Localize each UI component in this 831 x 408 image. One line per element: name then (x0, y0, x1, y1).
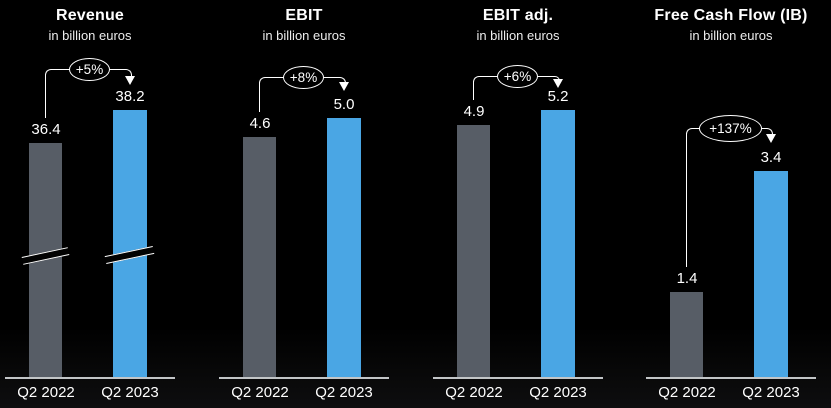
tick-label-q2-2022: Q2 2022 (445, 384, 503, 401)
bar-q2-2023 (327, 118, 361, 377)
tick-label-q2-2023: Q2 2023 (742, 384, 800, 401)
connector-line (320, 77, 346, 84)
axis-baseline (5, 377, 175, 379)
bar-q2-2022 (670, 292, 703, 377)
value-label-q2-2023: 3.4 (760, 149, 782, 166)
chart-ebit: EBIT in billion euros +8% 4.6 5.0 Q2 202… (219, 0, 389, 408)
bar-q2-2023 (113, 110, 147, 377)
arrow-down-icon (339, 82, 349, 91)
bar-q2-2023 (541, 110, 575, 377)
connector-line (45, 69, 74, 118)
value-label-q2-2023: 38.2 (115, 88, 145, 105)
change-label: +6% (503, 69, 532, 84)
change-label: +137% (709, 121, 752, 136)
tick-label-q2-2023: Q2 2023 (529, 384, 587, 401)
chart-title: EBIT (285, 7, 323, 24)
value-label-q2-2022: 4.9 (463, 103, 485, 120)
bar-q2-2022 (243, 137, 276, 377)
change-label: +8% (289, 70, 318, 85)
chart-free-cash-flow: Free Cash Flow (IB) in billion euros +13… (646, 0, 816, 408)
chart-revenue: Revenue in billion euros +5% 36.4 38.2 Q… (5, 0, 175, 408)
bar-q2-2022 (457, 125, 490, 377)
chart-subtitle: in billion euros (476, 28, 560, 43)
tick-label-q2-2023: Q2 2023 (101, 384, 159, 401)
connector-line (758, 128, 773, 136)
tick-label-q2-2022: Q2 2022 (17, 384, 75, 401)
arrow-down-icon (766, 134, 776, 143)
tick-label-q2-2022: Q2 2022 (231, 384, 289, 401)
arrow-down-icon (553, 79, 563, 88)
chart-ebit-adj: EBIT adj. in billion euros +6% 4.9 5.2 Q… (433, 0, 603, 408)
value-label-q2-2022: 1.4 (676, 270, 698, 287)
chart-title: EBIT adj. (482, 7, 554, 24)
change-badge: +5% (69, 58, 110, 81)
value-label-q2-2022: 36.4 (31, 121, 61, 138)
chart-subtitle: in billion euros (689, 28, 773, 43)
chart-subtitle: in billion euros (48, 28, 132, 43)
axis-baseline (219, 377, 389, 379)
chart-subtitle: in billion euros (262, 28, 346, 43)
bar-q2-2023 (754, 171, 788, 377)
change-badge: +137% (699, 115, 762, 142)
change-badge: +6% (497, 65, 538, 88)
value-label-q2-2022: 4.6 (249, 115, 271, 132)
arrow-down-icon (125, 76, 135, 85)
change-badge: +8% (283, 66, 324, 89)
value-label-q2-2023: 5.2 (547, 88, 569, 105)
connector-line (106, 69, 132, 78)
tick-label-q2-2023: Q2 2023 (315, 384, 373, 401)
value-label-q2-2023: 5.0 (333, 96, 355, 113)
connector-line (534, 76, 560, 81)
chart-title: Revenue (55, 7, 125, 24)
tick-label-q2-2022: Q2 2022 (658, 384, 716, 401)
chart-title: Free Cash Flow (IB) (654, 7, 808, 24)
connector-line (259, 77, 288, 112)
axis-baseline (646, 377, 816, 379)
connector-line (473, 76, 502, 100)
axis-baseline (433, 377, 603, 379)
change-label: +5% (75, 62, 104, 77)
connector-line (686, 128, 705, 267)
